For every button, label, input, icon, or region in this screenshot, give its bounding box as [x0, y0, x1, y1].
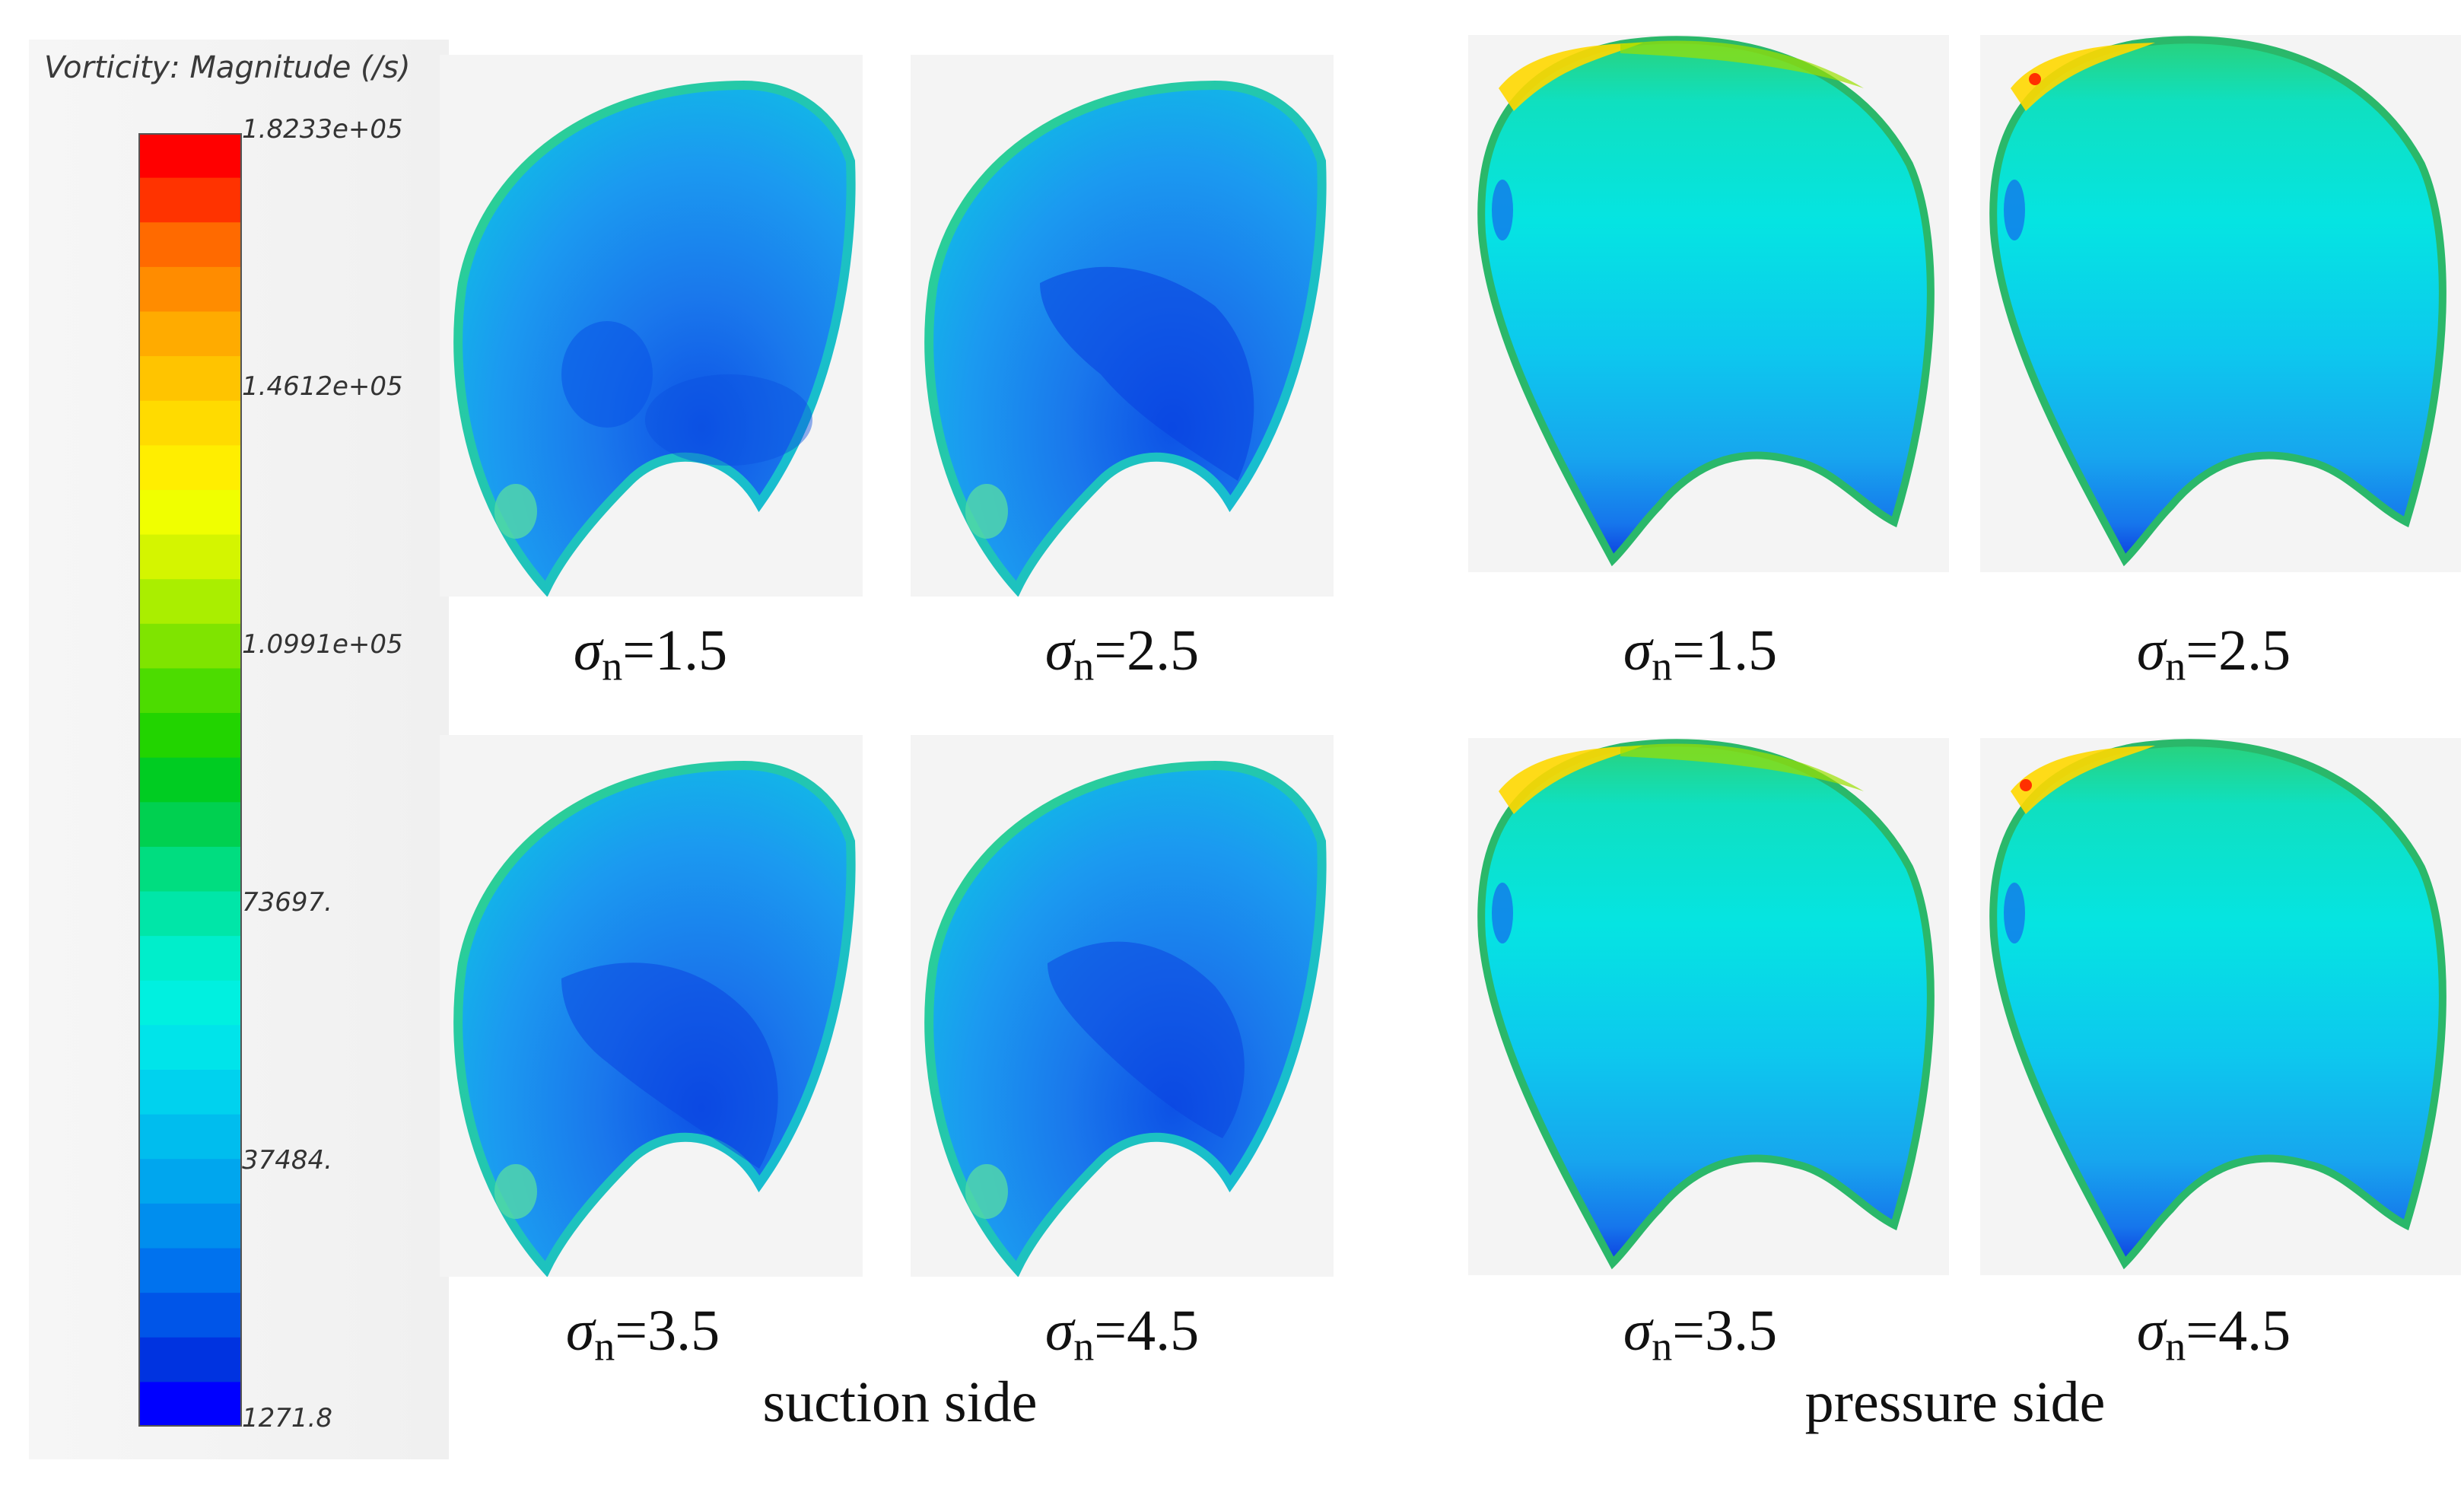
- colorbar-tick-3: 1.0991e+05: [242, 629, 403, 660]
- colorbar-band: [138, 1070, 242, 1115]
- label-pressure-4: σn=4.5: [2136, 1299, 2291, 1370]
- colorbar-band: [138, 980, 242, 1026]
- colorbar-band: [138, 1382, 242, 1427]
- colorbar-band: [138, 445, 242, 491]
- pressure-blade-3: [1468, 738, 1949, 1275]
- group-label-pressure: pressure side: [1804, 1370, 2106, 1434]
- colorbar-band: [138, 222, 242, 268]
- colorbar-tick-2: 1.4612e+05: [242, 371, 403, 402]
- colorbar-band: [138, 489, 242, 536]
- colorbar-tick-min: 1271.8: [242, 1403, 332, 1433]
- colorbar-band: [138, 623, 242, 670]
- pressure-blade-4: [1980, 738, 2461, 1275]
- colorbar: [138, 133, 242, 1427]
- colorbar-band: [138, 266, 242, 313]
- colorbar-tick-4: 73697.: [242, 887, 332, 918]
- legend-title: Vorticity: Magnitude (/s): [44, 50, 411, 85]
- colorbar-band: [138, 713, 242, 759]
- label-pressure-1: σn=1.5: [1623, 619, 1778, 689]
- colorbar-tick-5: 37484.: [242, 1145, 332, 1176]
- suction-blade-2: [911, 55, 1334, 597]
- colorbar-band: [138, 1337, 242, 1382]
- colorbar-band: [138, 1248, 242, 1293]
- group-label-suction: suction side: [762, 1370, 1038, 1434]
- colorbar-band: [138, 534, 242, 580]
- pressure-blade-2: [1980, 35, 2461, 572]
- label-pressure-3: σn=3.5: [1623, 1299, 1778, 1370]
- colorbar-band: [138, 668, 242, 714]
- colorbar-tick-max: 1.8233e+05: [242, 114, 403, 145]
- colorbar-band: [138, 177, 242, 223]
- colorbar-band: [138, 846, 242, 892]
- label-suction-1: σn=1.5: [573, 619, 728, 689]
- colorbar-band: [138, 891, 242, 937]
- colorbar-band: [138, 757, 242, 803]
- colorbar-band: [138, 1114, 242, 1160]
- pressure-blade-1: [1468, 35, 1949, 572]
- colorbar-band: [138, 579, 242, 625]
- label-suction-3: σn=3.5: [565, 1299, 720, 1370]
- colorbar-band: [138, 400, 242, 446]
- suction-blade-4: [911, 735, 1334, 1277]
- colorbar-band: [138, 356, 242, 402]
- colorbar-band: [138, 311, 242, 357]
- label-pressure-2: σn=2.5: [2136, 619, 2291, 689]
- colorbar-band: [138, 936, 242, 982]
- suction-blade-1: [440, 55, 863, 597]
- colorbar-band: [138, 1203, 242, 1249]
- label-suction-2: σn=2.5: [1044, 619, 1200, 689]
- colorbar-band: [138, 133, 242, 179]
- colorbar-band: [138, 1293, 242, 1338]
- colorbar-band: [138, 1025, 242, 1071]
- colorbar-band: [138, 802, 242, 848]
- suction-blade-3: [440, 735, 863, 1277]
- label-suction-4: σn=4.5: [1044, 1299, 1200, 1370]
- colorbar-band: [138, 1159, 242, 1204]
